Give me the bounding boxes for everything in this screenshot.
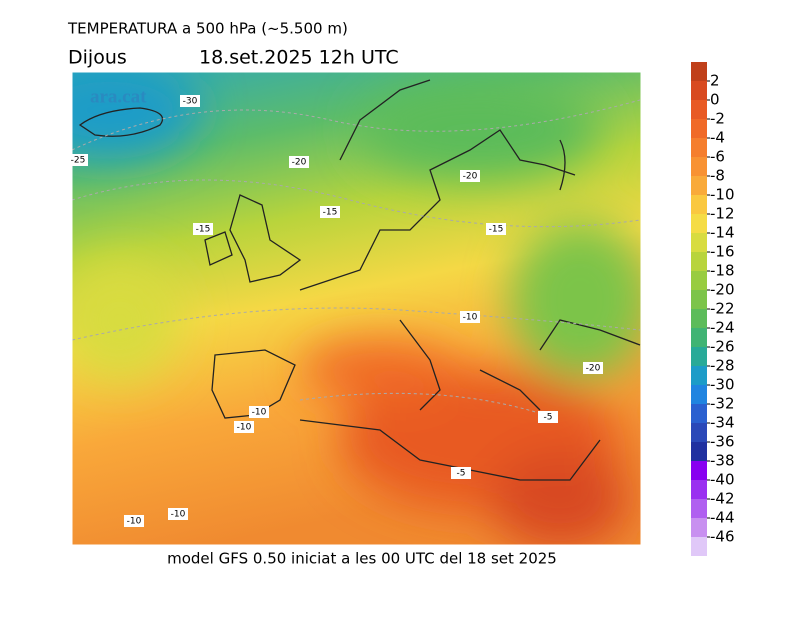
colorbar-cell [691,138,707,157]
date: 18.set.2025 12h UTC [199,47,399,69]
contour-label-box [583,362,603,374]
colorbar-label: -24 [710,319,735,337]
colorbar-cell [691,309,707,328]
colorbar-label: -18 [710,262,735,280]
colorbar-cell [691,404,707,423]
contour-label-box [193,223,213,235]
contour-label: -5 [544,413,553,423]
isotherms [72,99,641,421]
colorbar-label: -34 [710,414,735,432]
colorbar-cell [691,62,707,81]
colorbar-label: -38 [710,452,735,470]
contour-label: -25 [71,156,86,166]
contour-label-box [320,206,340,218]
colorbar-label: -22 [710,300,735,318]
colorbar-label: -6 [710,148,725,166]
colorbar-label: -36 [710,433,735,451]
colorbar-cell [691,176,707,195]
colorbar-label: -40 [710,471,735,489]
colorbar-cell [691,366,707,385]
colorbar-cell [691,537,707,556]
contour-label-box [249,406,269,418]
contour-label: -20 [292,158,307,168]
contour-label: -10 [463,313,478,323]
contour-label: -10 [237,423,252,433]
contour-label: -30 [183,97,198,107]
field-blobs [72,72,641,545]
colorbar-cell [691,423,707,442]
colorbar-cell [691,480,707,499]
contour-label: -10 [171,510,186,520]
colorbar-label: -4 [710,129,725,147]
colorbar-label: -42 [710,490,735,508]
colorbar-label: -2 [710,110,725,128]
colorbar-label: -26 [710,338,735,356]
contour-label: -10 [252,408,267,418]
colorbar-label: -44 [710,509,735,527]
contour-label-box [180,95,200,107]
colorbar-label: -46 [710,528,735,546]
contour-label-box [68,154,88,166]
contour-label: -5 [457,469,466,479]
colorbar-label: -32 [710,395,735,413]
map: ara.cat [72,72,641,545]
colorbar-cell [691,518,707,537]
contour-label-box [168,508,188,520]
contour-label: -20 [586,364,601,374]
colorbar-cell [691,195,707,214]
contour-label: -10 [127,517,142,527]
colorbar-cell [691,100,707,119]
colorbar-cell [691,347,707,366]
contour-label-box [538,411,558,423]
contour-label: -15 [323,208,338,218]
colorbar-cell [691,214,707,233]
contour-label-box [486,223,506,235]
contour-label-box [451,467,471,479]
map-frame [71,71,642,546]
contour-label-box [289,156,309,168]
colorbar-cell [691,385,707,404]
colorbar-cell [691,461,707,480]
colorbar-cell [691,290,707,309]
footer: model GFS 0.50 iniciat a les 00 UTC del … [167,550,557,568]
colorbar-label: -10 [710,186,735,204]
colorbar-cell [691,442,707,461]
colorbar-label: -8 [710,167,725,185]
colorbar-label: 0 [710,91,720,109]
contour-label-box [124,515,144,527]
colorbar-cell [691,157,707,176]
colorbar-cell [691,81,707,100]
contour-label: -20 [463,172,478,182]
watermark: ara.cat [90,86,147,107]
colorbar-label: -30 [710,376,735,394]
colorbar-cell [691,119,707,138]
contour-label-box [234,421,254,433]
colorbar-label: 2 [710,72,720,90]
colorbar-cell [691,233,707,252]
colorbar-label: -14 [710,224,735,242]
day: Dijous [68,47,127,69]
colorbar-cell [691,271,707,290]
contour-label-box [460,170,480,182]
colorbar-cell [691,499,707,518]
colorbar-label: -28 [710,357,735,375]
title: TEMPERATURA a 500 hPa (~5.500 m) [67,20,348,38]
contour-label: -15 [489,225,504,235]
colorbar-label: -16 [710,243,735,261]
contour-label: -15 [196,225,211,235]
colorbar-cell [691,328,707,347]
colorbar-label: -12 [710,205,735,223]
contour-label-box [460,311,480,323]
colorbar-label: -20 [710,281,735,299]
colorbar-cell [691,252,707,271]
